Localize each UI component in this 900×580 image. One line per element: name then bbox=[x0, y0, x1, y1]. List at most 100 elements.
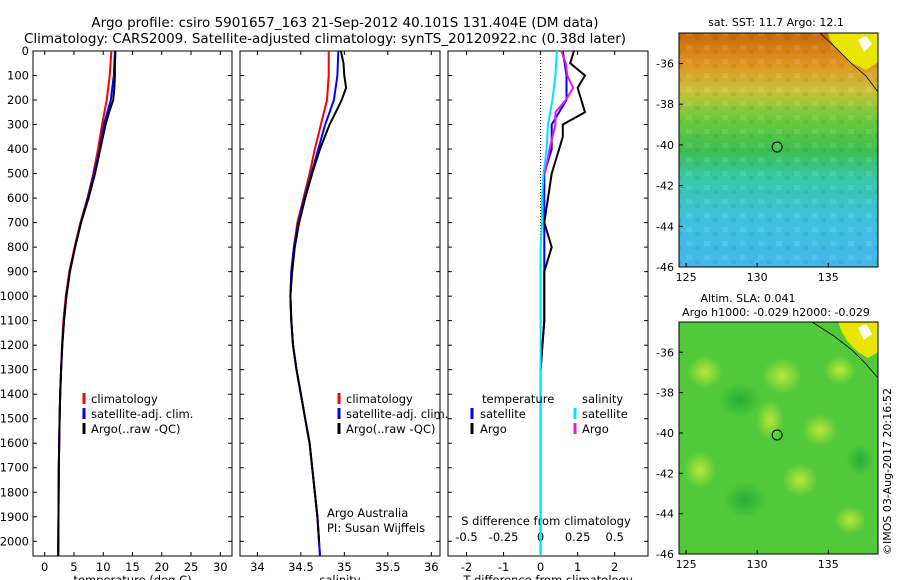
map-x-tick-label: 135 bbox=[818, 271, 839, 284]
y-tick-label: 0 bbox=[22, 44, 29, 58]
map-y-tick-label: -44 bbox=[656, 220, 674, 233]
legend-diff-sal-sat: satellite bbox=[582, 407, 628, 421]
legend-diff-temp-title: temperature bbox=[482, 392, 554, 406]
sst-texture bbox=[679, 33, 878, 267]
series-line bbox=[539, 50, 558, 556]
x-tick-label: 36 bbox=[424, 560, 439, 574]
legend-diff-sal-argo: Argo bbox=[582, 422, 609, 436]
legend-sal-climatology: climatology bbox=[346, 392, 413, 406]
sst-map-frame bbox=[678, 32, 879, 268]
sla-blob bbox=[834, 506, 866, 534]
x-tick-label: 0 bbox=[537, 560, 544, 574]
sla-map-title1: Altim. SLA: 0.041 bbox=[700, 292, 795, 305]
sst-land-island bbox=[858, 36, 872, 52]
x-tick-label: 2 bbox=[611, 560, 618, 574]
legend-temp-argo: Argo(..raw -QC) bbox=[91, 422, 181, 436]
y-tick-label: 1400 bbox=[0, 387, 29, 401]
sla-blob bbox=[756, 400, 784, 440]
profile-location-marker bbox=[771, 141, 783, 153]
map-y-tick-label: -42 bbox=[656, 467, 674, 480]
x-tick-label: 34.5 bbox=[288, 560, 314, 574]
x-tick-label: -2 bbox=[461, 560, 472, 574]
sla-blob bbox=[782, 464, 818, 496]
s-tick-label: -0.5 bbox=[455, 530, 477, 544]
legend-diff-temp-argo: Argo bbox=[480, 422, 507, 436]
y-tick-label: 1900 bbox=[0, 510, 29, 524]
x-tick-label: 25 bbox=[184, 560, 199, 574]
y-tick-label: 1300 bbox=[0, 363, 29, 377]
s-tick-label: -0.25 bbox=[489, 530, 519, 544]
map-x-tick-label: 125 bbox=[676, 558, 697, 571]
y-tick-label: 1800 bbox=[0, 485, 29, 499]
y-tick-label: 400 bbox=[7, 142, 29, 156]
y-tick-label: 1600 bbox=[0, 436, 29, 450]
sst-coastline bbox=[819, 32, 879, 93]
sla-blob-dark bbox=[720, 382, 760, 418]
sla-coastline bbox=[811, 321, 879, 379]
sla-blob bbox=[824, 356, 856, 384]
y-tick-label: 1500 bbox=[0, 412, 29, 426]
map-y-tick-label: -40 bbox=[656, 427, 674, 440]
map-x-tick-label: 125 bbox=[676, 271, 697, 284]
legend-temp-climatology: climatology bbox=[91, 392, 158, 406]
legend-temp-satellite: satellite-adj. clim. bbox=[91, 407, 193, 421]
y-tick-label: 800 bbox=[7, 240, 29, 254]
map-x-tick-label: 130 bbox=[747, 271, 768, 284]
salinity-panel: 34 34.5 35 35.5 36 salinity bbox=[239, 50, 441, 580]
legend-salinity: climatology satellite-adj. clim. Argo(..… bbox=[337, 392, 448, 436]
x-tick-label: 34 bbox=[250, 560, 265, 574]
sla-map-frame bbox=[678, 321, 879, 555]
y-tick-label: 100 bbox=[7, 69, 29, 83]
sst-map bbox=[678, 32, 879, 268]
map-y-tick-label: -46 bbox=[656, 548, 674, 561]
x-tick-label: -1 bbox=[498, 560, 509, 574]
legend-diff-temp-sat: satellite bbox=[480, 407, 526, 421]
sla-blob bbox=[684, 452, 716, 488]
map-x-tick-label: 130 bbox=[747, 558, 768, 571]
legend-sal-argo: Argo(..raw -QC) bbox=[346, 422, 436, 436]
x-tick-label: 5 bbox=[70, 560, 77, 574]
sla-blob bbox=[762, 358, 802, 394]
y-tick-label: 2000 bbox=[0, 534, 29, 548]
profile-location-marker bbox=[771, 429, 783, 441]
y-tick-label: 300 bbox=[7, 118, 29, 132]
sla-blob-dark bbox=[723, 482, 767, 518]
x-axis-label: salinity bbox=[319, 573, 360, 580]
x-tick-label: 15 bbox=[125, 560, 140, 574]
sla-blob-dark bbox=[846, 444, 874, 476]
y-tick-label: 1100 bbox=[0, 314, 29, 328]
header-line1: Argo profile: csiro 5901657_163 21-Sep-2… bbox=[91, 15, 598, 31]
y-tick-label: 600 bbox=[7, 191, 29, 205]
map-y-tick-label: -46 bbox=[656, 261, 674, 274]
credits-line2: PI: Susan Wijffels bbox=[327, 521, 425, 535]
difference-panel: -2 -1 0 1 2T difference from climatology S di… bbox=[447, 50, 649, 580]
plot-frame bbox=[32, 50, 233, 557]
map-y-tick-label: -42 bbox=[656, 180, 674, 193]
x-tick-label: 20 bbox=[154, 560, 169, 574]
map-y-tick-label: -44 bbox=[656, 508, 674, 521]
temperature-panel: 0100200300400500600700800900100011001200… bbox=[0, 44, 233, 580]
x-tick-label: 30 bbox=[213, 560, 228, 574]
series-line bbox=[57, 50, 117, 557]
y-tick-label: 500 bbox=[7, 167, 29, 181]
x-tick-label: 35 bbox=[337, 560, 352, 574]
sla-blob bbox=[687, 356, 723, 388]
credits-line1: Argo Australia bbox=[327, 506, 408, 520]
s-tick-label: 0.25 bbox=[565, 530, 591, 544]
series-line bbox=[289, 50, 348, 542]
sla-land-island bbox=[858, 324, 872, 340]
map-y-tick-label: -38 bbox=[656, 98, 674, 111]
series-line bbox=[539, 50, 587, 370]
map-y-tick-label: -36 bbox=[656, 58, 674, 71]
legend-difference: temperature salinity satellite Argo sate… bbox=[470, 392, 628, 436]
header-line2: Climatology: CARS2009. Satellite-adjuste… bbox=[24, 31, 626, 47]
plot-frame bbox=[239, 50, 441, 557]
y-tick-label: 1200 bbox=[0, 338, 29, 352]
map-y-tick-label: -38 bbox=[656, 387, 674, 400]
y-tick-label: 900 bbox=[7, 265, 29, 279]
x-tick-label: 35.5 bbox=[375, 560, 401, 574]
x-tick-label: 10 bbox=[96, 560, 111, 574]
